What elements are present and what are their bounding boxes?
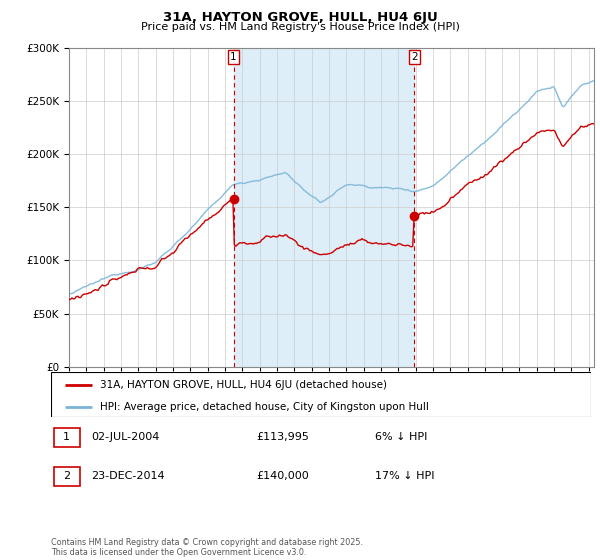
Text: HPI: Average price, detached house, City of Kingston upon Hull: HPI: Average price, detached house, City… <box>100 402 428 412</box>
Text: 17% ↓ HPI: 17% ↓ HPI <box>375 472 434 482</box>
FancyBboxPatch shape <box>54 428 80 447</box>
Text: £140,000: £140,000 <box>256 472 309 482</box>
Text: Price paid vs. HM Land Registry's House Price Index (HPI): Price paid vs. HM Land Registry's House … <box>140 22 460 32</box>
Text: 1: 1 <box>63 432 70 442</box>
FancyBboxPatch shape <box>54 467 80 486</box>
Text: £113,995: £113,995 <box>256 432 309 442</box>
FancyBboxPatch shape <box>51 372 591 417</box>
Text: 1: 1 <box>230 53 237 62</box>
Text: 6% ↓ HPI: 6% ↓ HPI <box>375 432 427 442</box>
Text: 31A, HAYTON GROVE, HULL, HU4 6JU (detached house): 31A, HAYTON GROVE, HULL, HU4 6JU (detach… <box>100 380 386 390</box>
Text: 2: 2 <box>63 472 70 482</box>
Bar <box>233 48 414 367</box>
Text: 02-JUL-2004: 02-JUL-2004 <box>91 432 160 442</box>
Text: 31A, HAYTON GROVE, HULL, HU4 6JU: 31A, HAYTON GROVE, HULL, HU4 6JU <box>163 11 437 24</box>
Text: 2: 2 <box>411 53 418 62</box>
Text: 23-DEC-2014: 23-DEC-2014 <box>91 472 165 482</box>
Text: Contains HM Land Registry data © Crown copyright and database right 2025.
This d: Contains HM Land Registry data © Crown c… <box>51 538 363 557</box>
